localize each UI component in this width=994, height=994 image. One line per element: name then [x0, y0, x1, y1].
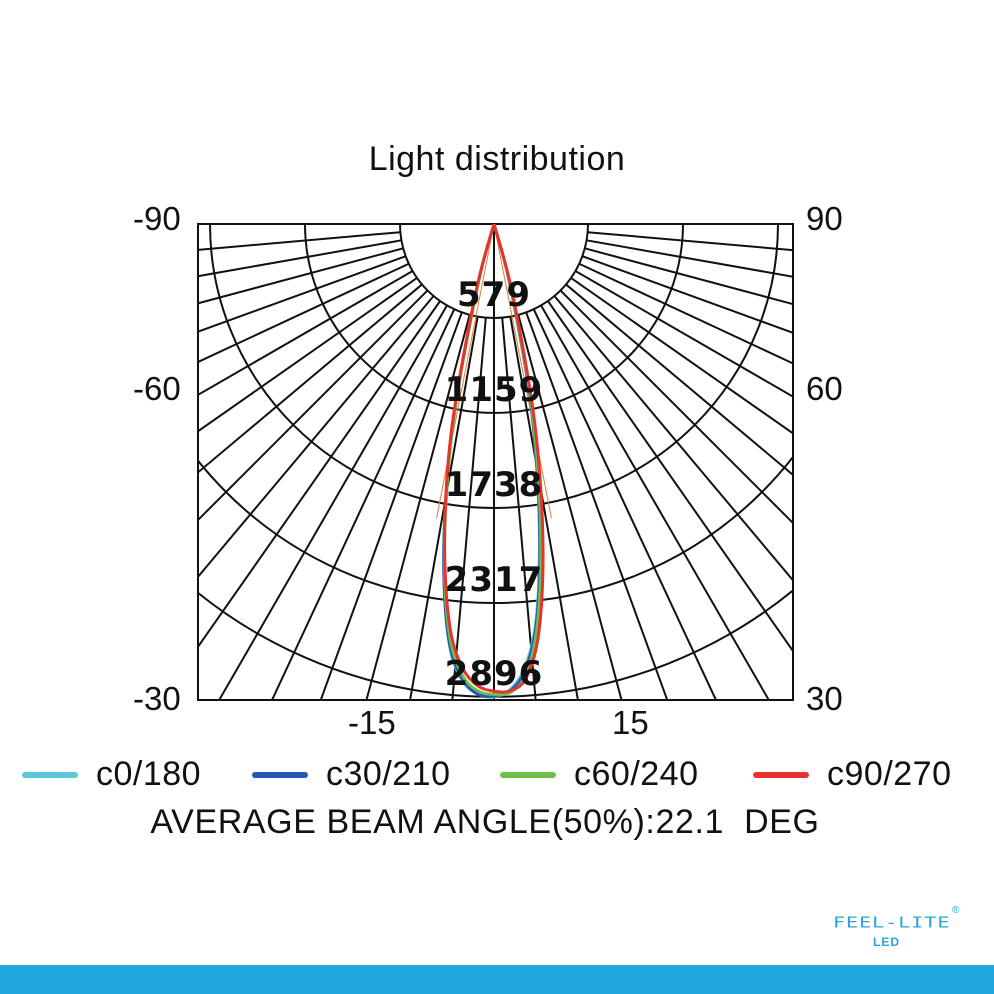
axis-label-bottom-neg15: -15: [348, 704, 396, 741]
legend-item-c60: c60/240: [500, 755, 699, 794]
ring-label: 1738: [445, 465, 544, 505]
beam-angle-text: AVERAGE BEAM ANGLE(50%):22.1 DEG: [150, 803, 820, 841]
legend-swatch-icon: [500, 771, 556, 778]
axis-label-bottom-15: 15: [612, 704, 649, 741]
distribution-curves: [436, 224, 552, 699]
legend-label: c60/240: [574, 755, 699, 793]
axis-label-right-30: 30: [806, 680, 843, 717]
chart-title: Light distribution: [368, 140, 626, 178]
legend-swatch-icon: [252, 771, 308, 778]
curve-c90-270: [443, 224, 545, 694]
legend-item-c90: c90/270: [753, 755, 952, 794]
logo-subtitle: LED: [873, 935, 900, 949]
logo-wordmark: FEEL-LITE: [833, 913, 951, 931]
brand-logo: FEEL-LITE ® LED: [830, 905, 960, 955]
registered-icon: ®: [952, 905, 960, 916]
axis-label-right-90: 90: [806, 200, 843, 237]
legend-label: c90/270: [827, 755, 952, 793]
legend: c0/180 c30/210 c60/240 c90/270: [0, 755, 994, 795]
ring-label: 579: [457, 275, 531, 315]
axis-label-left-90: -90: [133, 200, 181, 237]
ring-label: 1159: [445, 370, 544, 410]
ring-labels: 579 1159 1738 2317 2896: [445, 275, 544, 694]
ring-label: 2317: [445, 560, 544, 600]
footer-bar: [0, 965, 994, 994]
axis-label-left-60: -60: [133, 370, 181, 407]
axis-label-left-30: -30: [133, 680, 181, 717]
legend-item-c30: c30/210: [252, 755, 451, 794]
polar-grid: [198, 224, 793, 700]
legend-swatch-icon: [753, 771, 809, 778]
legend-label: c0/180: [96, 755, 202, 793]
legend-item-c0: c0/180: [22, 755, 201, 794]
axis-label-right-60: 60: [806, 370, 843, 407]
legend-swatch-icon: [22, 771, 78, 778]
legend-label: c30/210: [326, 755, 451, 793]
ring-label: 2896: [445, 654, 544, 694]
